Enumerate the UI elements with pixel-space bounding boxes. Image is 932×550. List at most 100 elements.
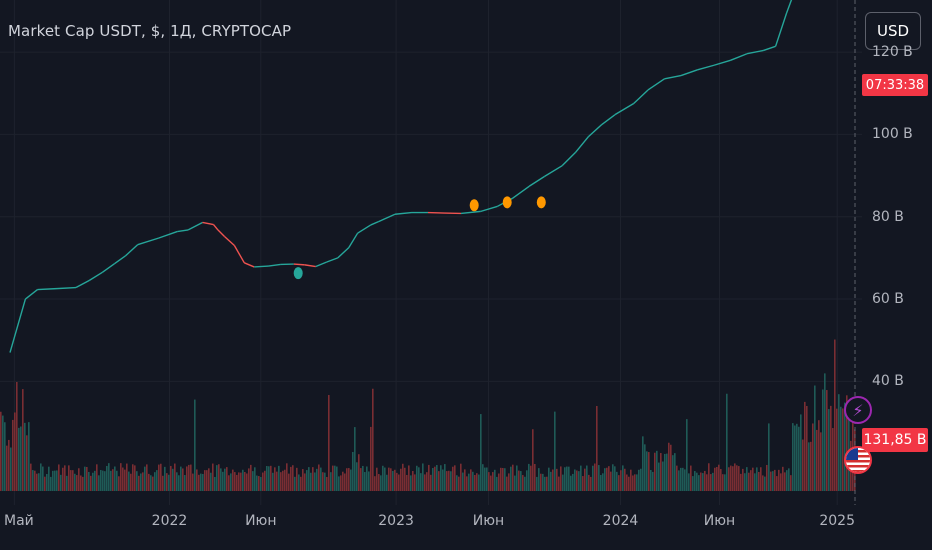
volume-bar xyxy=(260,476,262,491)
volume-bar xyxy=(394,469,396,491)
volume-bar xyxy=(320,467,322,491)
volume-bar xyxy=(112,469,114,491)
volume-bar xyxy=(524,476,526,491)
volume-bar xyxy=(748,472,750,491)
volume-bar xyxy=(490,475,492,491)
volume-bar xyxy=(174,463,176,491)
price-segment xyxy=(697,64,715,71)
currency-button[interactable]: USD xyxy=(865,12,921,50)
volume-bar xyxy=(248,468,250,491)
volume-bar xyxy=(644,444,646,491)
volume-bar xyxy=(790,475,792,491)
volume-bar xyxy=(140,473,142,491)
event-marker[interactable] xyxy=(293,267,303,280)
price-segment xyxy=(480,205,498,213)
lightning-icon[interactable]: ⚡ xyxy=(844,396,872,424)
volume-bar xyxy=(280,472,282,491)
price-segment xyxy=(293,263,305,266)
event-marker[interactable] xyxy=(469,199,479,212)
volume-bar xyxy=(690,465,692,491)
volume-bar xyxy=(432,468,434,491)
volume-bar xyxy=(238,472,240,491)
volume-bar xyxy=(812,423,814,491)
volume-bar xyxy=(86,466,88,491)
volume-bar xyxy=(526,470,528,491)
volume-bar xyxy=(254,467,256,491)
volume-bar xyxy=(436,465,438,491)
volume-bar xyxy=(468,473,470,491)
chart-title: Market Cap USDT, $, 1Д, CRYPTOCAP xyxy=(8,22,292,40)
volume-bar xyxy=(658,462,660,491)
us-flag-icon[interactable] xyxy=(844,446,872,474)
volume-bar xyxy=(710,474,712,491)
volume-bar xyxy=(830,405,832,491)
price-segment xyxy=(730,53,748,61)
volume-bar xyxy=(704,470,706,491)
volume-bar xyxy=(612,464,614,491)
volume-bar xyxy=(266,465,268,491)
price-segment xyxy=(315,261,328,268)
volume-bar xyxy=(204,470,206,491)
volume-bar xyxy=(366,466,368,491)
x-tick-label: 2022 xyxy=(151,513,188,529)
volume-bar xyxy=(632,475,634,491)
price-segment xyxy=(680,69,698,77)
volume-bar xyxy=(378,474,380,491)
volume-bar xyxy=(400,468,402,491)
volume-bar xyxy=(780,473,782,491)
volume-bar xyxy=(416,465,418,491)
volume-bar xyxy=(66,475,68,491)
volume-bar xyxy=(68,465,70,491)
volume-bar xyxy=(200,473,202,491)
volume-bar xyxy=(470,469,472,491)
volume-bar xyxy=(406,474,408,491)
volume-bar xyxy=(272,472,274,491)
volume-bar xyxy=(120,463,122,491)
volume-bar xyxy=(592,465,594,491)
volume-bar xyxy=(324,472,326,491)
volume-bar xyxy=(638,469,640,491)
countdown-badge: 07:33:38 xyxy=(862,74,928,96)
volume-bar xyxy=(218,464,220,491)
volume-bar xyxy=(294,476,296,491)
volume-bar xyxy=(734,463,736,491)
price-segment xyxy=(244,262,255,268)
event-marker[interactable] xyxy=(536,196,546,209)
volume-bar xyxy=(6,445,8,491)
volume-bar xyxy=(488,472,490,491)
volume-bar xyxy=(420,473,422,491)
volume-bar xyxy=(460,463,462,491)
volume-bar xyxy=(492,472,494,491)
volume-bar xyxy=(162,475,164,491)
volume-bar xyxy=(504,468,506,491)
volume-bar xyxy=(122,467,124,491)
volume-bar xyxy=(614,466,616,491)
event-marker[interactable] xyxy=(502,196,512,209)
volume-bar xyxy=(194,399,196,491)
volume-bar xyxy=(672,455,674,491)
volume-bar xyxy=(206,470,208,491)
volume-bar xyxy=(256,475,258,491)
price-segment xyxy=(460,210,481,215)
volume-bar xyxy=(828,409,830,491)
volume-bar xyxy=(18,427,20,491)
volume-bar xyxy=(430,474,432,491)
volume-bar xyxy=(344,473,346,491)
volume-bar xyxy=(124,469,126,491)
volume-bar xyxy=(46,473,48,491)
volume-bar xyxy=(662,461,664,491)
volume-bar xyxy=(608,466,610,491)
volume-bar xyxy=(618,475,620,491)
volume-bar xyxy=(656,450,658,491)
volume-bar xyxy=(58,464,60,491)
volume-bar xyxy=(714,467,716,491)
volume-bar xyxy=(298,474,300,491)
volume-bar xyxy=(350,469,352,491)
volume-bar xyxy=(414,474,416,491)
volume-bar xyxy=(442,469,444,491)
volume-bar xyxy=(240,472,242,491)
volume-bar xyxy=(814,385,816,491)
volume-bar xyxy=(372,388,374,491)
volume-bar xyxy=(282,470,284,491)
